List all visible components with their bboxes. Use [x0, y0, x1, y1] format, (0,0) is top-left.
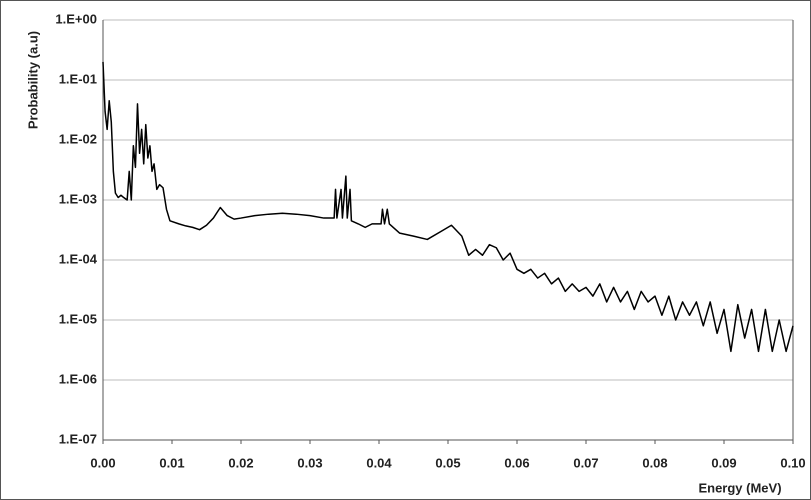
y-tick-label: 1.E-06	[59, 371, 97, 386]
x-tick-label: 0.04	[366, 455, 392, 470]
y-tick-label: 1.E-03	[59, 191, 97, 206]
x-tick-label: 0.07	[573, 455, 598, 470]
x-tick-label: 0.02	[228, 455, 253, 470]
x-tick-label: 0.08	[642, 455, 667, 470]
x-tick-label: 0.10	[780, 455, 805, 470]
x-axis-label: Energy (MeV)	[698, 480, 781, 495]
y-tick-label: 1.E+00	[55, 11, 97, 26]
x-tick-label: 0.05	[435, 455, 460, 470]
y-tick-label: 1.E-05	[59, 311, 97, 326]
y-tick-label: 1.E-02	[59, 131, 97, 146]
y-axis-label: Probability (a.u)	[25, 31, 40, 129]
x-tick-label: 0.06	[504, 455, 529, 470]
x-tick-label: 0.00	[90, 455, 115, 470]
x-tick-label: 0.03	[297, 455, 322, 470]
data-line	[102, 61, 794, 353]
y-tick-label: 1.E-07	[59, 431, 97, 446]
y-tick-label: 1.E-01	[59, 71, 97, 86]
y-tick-label: 1.E-04	[59, 251, 98, 266]
x-tick-label: 0.01	[159, 455, 184, 470]
x-tick-label: 0.09	[711, 455, 736, 470]
